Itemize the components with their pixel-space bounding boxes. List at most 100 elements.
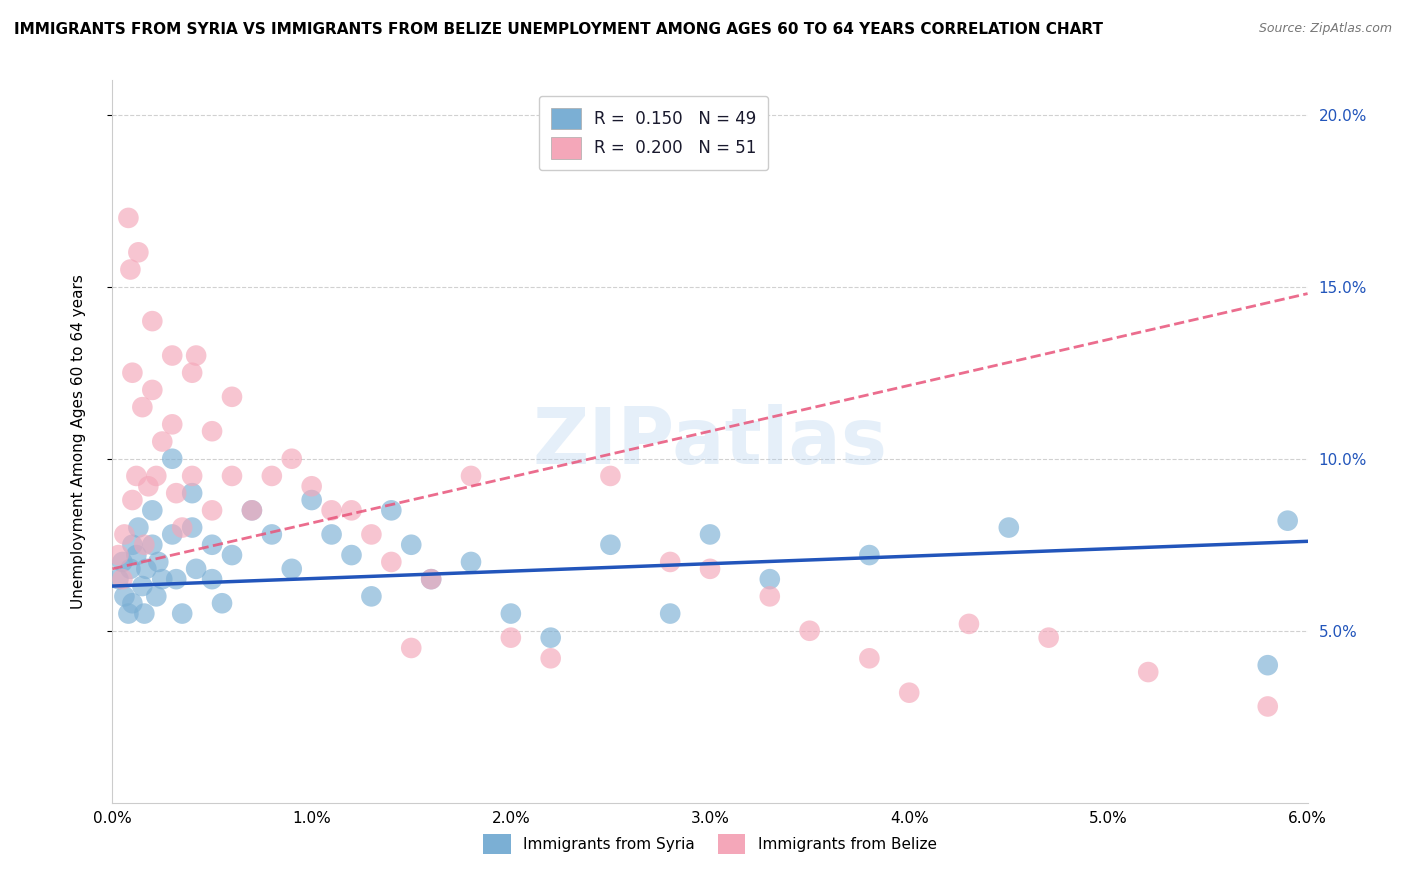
Point	[599, 469, 621, 483]
Point	[957, 616, 980, 631]
Point	[131, 579, 153, 593]
Point	[107, 548, 129, 562]
Point	[148, 555, 170, 569]
Point	[117, 211, 139, 225]
Point	[1257, 658, 1279, 673]
Point	[799, 624, 821, 638]
Point	[759, 572, 782, 586]
Point	[401, 640, 423, 655]
Point	[321, 503, 343, 517]
Point	[460, 555, 482, 569]
Point	[201, 572, 224, 586]
Legend: Immigrants from Syria, Immigrants from Belize: Immigrants from Syria, Immigrants from B…	[478, 829, 942, 860]
Point	[998, 520, 1021, 534]
Point	[858, 548, 880, 562]
Point	[260, 469, 283, 483]
Point	[759, 590, 782, 604]
Point	[240, 503, 263, 517]
Point	[1277, 514, 1299, 528]
Point	[181, 520, 204, 534]
Point	[181, 486, 204, 500]
Point	[150, 572, 173, 586]
Point	[499, 631, 522, 645]
Point	[340, 503, 363, 517]
Point	[121, 366, 143, 380]
Point	[121, 596, 143, 610]
Point	[281, 562, 304, 576]
Point	[301, 493, 323, 508]
Point	[162, 417, 183, 432]
Point	[340, 548, 363, 562]
Point	[201, 424, 224, 438]
Point	[858, 651, 880, 665]
Point	[120, 562, 142, 576]
Point	[699, 562, 721, 576]
Point	[141, 503, 163, 517]
Point	[186, 562, 208, 576]
Point	[134, 607, 156, 621]
Text: Source: ZipAtlas.com: Source: ZipAtlas.com	[1258, 22, 1392, 36]
Point	[117, 607, 139, 621]
Point	[211, 596, 233, 610]
Point	[360, 590, 382, 604]
Point	[162, 451, 183, 466]
Point	[114, 527, 135, 541]
Point	[420, 572, 443, 586]
Point	[221, 469, 243, 483]
Point	[221, 390, 243, 404]
Point	[127, 245, 149, 260]
Point	[221, 548, 243, 562]
Point	[201, 538, 224, 552]
Point	[120, 262, 142, 277]
Point	[260, 527, 283, 541]
Point	[172, 607, 194, 621]
Y-axis label: Unemployment Among Ages 60 to 64 years: Unemployment Among Ages 60 to 64 years	[72, 274, 86, 609]
Point	[1038, 631, 1060, 645]
Point	[380, 503, 402, 517]
Point	[125, 548, 148, 562]
Text: ZIPatlas: ZIPatlas	[533, 403, 887, 480]
Point	[699, 527, 721, 541]
Point	[360, 527, 382, 541]
Point	[540, 651, 562, 665]
Point	[111, 572, 134, 586]
Point	[186, 349, 208, 363]
Point	[121, 493, 143, 508]
Point	[134, 538, 156, 552]
Point	[131, 400, 153, 414]
Point	[540, 631, 562, 645]
Point	[281, 451, 304, 466]
Point	[1257, 699, 1279, 714]
Point	[162, 349, 183, 363]
Point	[380, 555, 402, 569]
Point	[141, 314, 163, 328]
Point	[150, 434, 173, 449]
Point	[460, 469, 482, 483]
Point	[141, 383, 163, 397]
Point	[162, 527, 183, 541]
Point	[181, 366, 204, 380]
Point	[401, 538, 423, 552]
Point	[138, 479, 160, 493]
Point	[659, 555, 682, 569]
Point	[114, 590, 135, 604]
Point	[499, 607, 522, 621]
Point	[165, 486, 187, 500]
Point	[125, 469, 148, 483]
Point	[165, 572, 187, 586]
Text: IMMIGRANTS FROM SYRIA VS IMMIGRANTS FROM BELIZE UNEMPLOYMENT AMONG AGES 60 TO 64: IMMIGRANTS FROM SYRIA VS IMMIGRANTS FROM…	[14, 22, 1104, 37]
Point	[121, 538, 143, 552]
Point	[145, 590, 167, 604]
Point	[599, 538, 621, 552]
Point	[111, 555, 134, 569]
Point	[145, 469, 167, 483]
Point	[141, 538, 163, 552]
Point	[240, 503, 263, 517]
Point	[321, 527, 343, 541]
Point	[107, 572, 129, 586]
Point	[201, 503, 224, 517]
Point	[898, 686, 921, 700]
Point	[181, 469, 204, 483]
Point	[127, 520, 149, 534]
Point	[301, 479, 323, 493]
